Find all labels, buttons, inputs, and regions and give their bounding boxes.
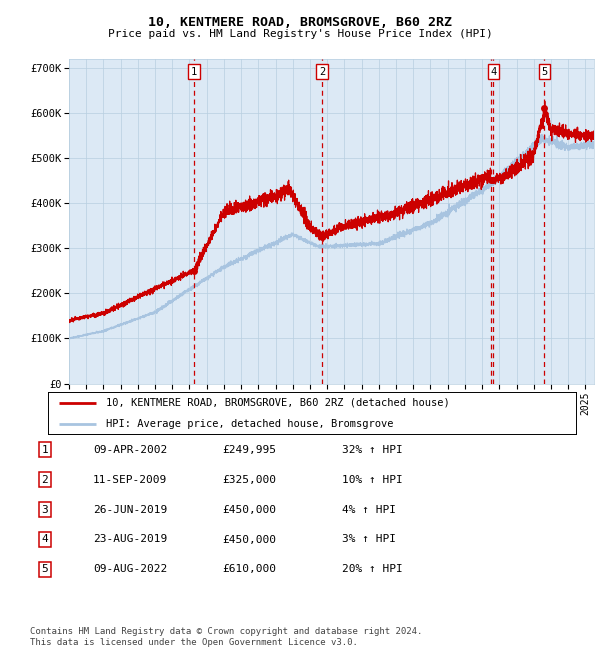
Text: 1: 1 [41,445,49,455]
Text: 09-AUG-2022: 09-AUG-2022 [93,564,167,575]
Text: 20% ↑ HPI: 20% ↑ HPI [342,564,403,575]
Text: 5: 5 [541,67,547,77]
Text: £325,000: £325,000 [222,474,276,485]
Text: £450,000: £450,000 [222,504,276,515]
Text: 3% ↑ HPI: 3% ↑ HPI [342,534,396,545]
Text: Contains HM Land Registry data © Crown copyright and database right 2024.
This d: Contains HM Land Registry data © Crown c… [30,627,422,647]
Text: 26-JUN-2019: 26-JUN-2019 [93,504,167,515]
Text: 10, KENTMERE ROAD, BROMSGROVE, B60 2RZ (detached house): 10, KENTMERE ROAD, BROMSGROVE, B60 2RZ (… [106,398,450,408]
Text: 1: 1 [191,67,197,77]
Text: 10, KENTMERE ROAD, BROMSGROVE, B60 2RZ: 10, KENTMERE ROAD, BROMSGROVE, B60 2RZ [148,16,452,29]
Text: 5: 5 [41,564,49,575]
Text: HPI: Average price, detached house, Bromsgrove: HPI: Average price, detached house, Brom… [106,419,394,428]
Text: Price paid vs. HM Land Registry's House Price Index (HPI): Price paid vs. HM Land Registry's House … [107,29,493,38]
Text: 10% ↑ HPI: 10% ↑ HPI [342,474,403,485]
Text: 09-APR-2002: 09-APR-2002 [93,445,167,455]
Text: 2: 2 [41,474,49,485]
Text: 23-AUG-2019: 23-AUG-2019 [93,534,167,545]
Text: £610,000: £610,000 [222,564,276,575]
Text: 2: 2 [319,67,325,77]
Text: £249,995: £249,995 [222,445,276,455]
Text: 3: 3 [41,504,49,515]
Text: 32% ↑ HPI: 32% ↑ HPI [342,445,403,455]
Text: 4% ↑ HPI: 4% ↑ HPI [342,504,396,515]
Text: £450,000: £450,000 [222,534,276,545]
Text: 4: 4 [41,534,49,545]
Text: 4: 4 [490,67,496,77]
Text: 11-SEP-2009: 11-SEP-2009 [93,474,167,485]
